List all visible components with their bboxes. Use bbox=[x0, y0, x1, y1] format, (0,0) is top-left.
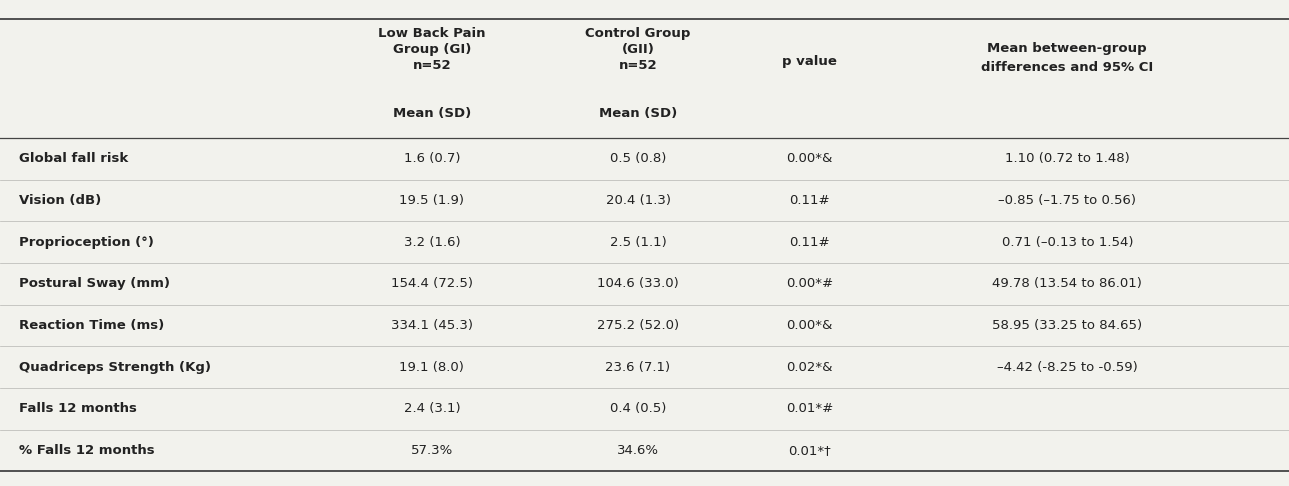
Text: Mean between-group: Mean between-group bbox=[987, 42, 1147, 55]
Text: 0.11#: 0.11# bbox=[789, 236, 830, 249]
Text: 2.4 (3.1): 2.4 (3.1) bbox=[403, 402, 460, 416]
Text: 154.4 (72.5): 154.4 (72.5) bbox=[391, 278, 473, 291]
Text: 334.1 (45.3): 334.1 (45.3) bbox=[391, 319, 473, 332]
Text: 0.5 (0.8): 0.5 (0.8) bbox=[610, 153, 666, 166]
Text: –4.42 (-8.25 to -0.59): –4.42 (-8.25 to -0.59) bbox=[996, 361, 1138, 374]
Text: Vision (dB): Vision (dB) bbox=[19, 194, 102, 207]
Text: 49.78 (13.54 to 86.01): 49.78 (13.54 to 86.01) bbox=[993, 278, 1142, 291]
Text: Mean (SD): Mean (SD) bbox=[599, 106, 677, 120]
Text: 20.4 (1.3): 20.4 (1.3) bbox=[606, 194, 670, 207]
Text: n=52: n=52 bbox=[412, 59, 451, 71]
Text: 2.5 (1.1): 2.5 (1.1) bbox=[610, 236, 666, 249]
Text: 57.3%: 57.3% bbox=[411, 444, 452, 457]
Text: differences and 95% CI: differences and 95% CI bbox=[981, 61, 1154, 74]
Text: 1.6 (0.7): 1.6 (0.7) bbox=[403, 153, 460, 166]
Text: 1.10 (0.72 to 1.48): 1.10 (0.72 to 1.48) bbox=[1005, 153, 1129, 166]
Text: Reaction Time (ms): Reaction Time (ms) bbox=[19, 319, 165, 332]
Text: 104.6 (33.0): 104.6 (33.0) bbox=[597, 278, 679, 291]
Text: p value: p value bbox=[782, 54, 837, 68]
Text: 0.00*&: 0.00*& bbox=[786, 319, 833, 332]
Text: 0.01*†: 0.01*† bbox=[788, 444, 831, 457]
Text: Falls 12 months: Falls 12 months bbox=[19, 402, 137, 416]
Text: 0.00*#: 0.00*# bbox=[786, 278, 833, 291]
Text: Mean (SD): Mean (SD) bbox=[393, 106, 470, 120]
Text: Proprioception (°): Proprioception (°) bbox=[19, 236, 155, 249]
Text: 0.4 (0.5): 0.4 (0.5) bbox=[610, 402, 666, 416]
Text: 0.01*#: 0.01*# bbox=[786, 402, 833, 416]
Text: (GII): (GII) bbox=[621, 43, 655, 56]
Text: Group (GI): Group (GI) bbox=[393, 43, 470, 56]
Text: 23.6 (7.1): 23.6 (7.1) bbox=[606, 361, 670, 374]
Text: 275.2 (52.0): 275.2 (52.0) bbox=[597, 319, 679, 332]
Text: Global fall risk: Global fall risk bbox=[19, 153, 129, 166]
Text: 0.00*&: 0.00*& bbox=[786, 153, 833, 166]
Text: 19.1 (8.0): 19.1 (8.0) bbox=[400, 361, 464, 374]
Text: 0.02*&: 0.02*& bbox=[786, 361, 833, 374]
Text: Quadriceps Strength (Kg): Quadriceps Strength (Kg) bbox=[19, 361, 211, 374]
Text: 3.2 (1.6): 3.2 (1.6) bbox=[403, 236, 460, 249]
Text: 0.11#: 0.11# bbox=[789, 194, 830, 207]
Text: n=52: n=52 bbox=[619, 59, 657, 71]
Text: Control Group: Control Group bbox=[585, 27, 691, 40]
Text: 34.6%: 34.6% bbox=[617, 444, 659, 457]
Text: Low Back Pain: Low Back Pain bbox=[378, 27, 486, 40]
Text: % Falls 12 months: % Falls 12 months bbox=[19, 444, 155, 457]
Text: 0.71 (–0.13 to 1.54): 0.71 (–0.13 to 1.54) bbox=[1002, 236, 1133, 249]
Text: –0.85 (–1.75 to 0.56): –0.85 (–1.75 to 0.56) bbox=[998, 194, 1137, 207]
Text: Postural Sway (mm): Postural Sway (mm) bbox=[19, 278, 170, 291]
Text: 58.95 (33.25 to 84.65): 58.95 (33.25 to 84.65) bbox=[993, 319, 1142, 332]
Text: 19.5 (1.9): 19.5 (1.9) bbox=[400, 194, 464, 207]
